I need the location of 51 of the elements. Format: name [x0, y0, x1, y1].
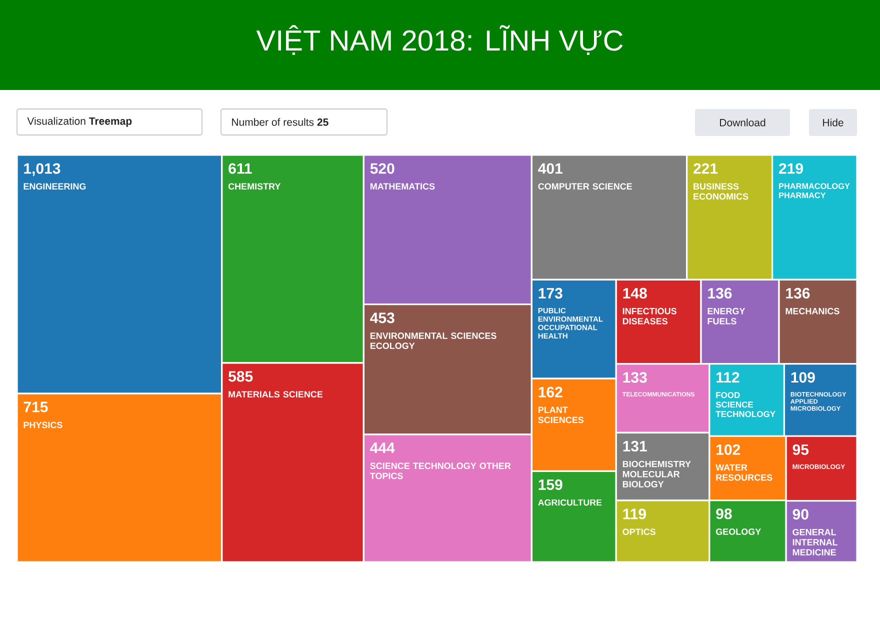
category-label: MATERIALS SCIENCE	[228, 391, 323, 398]
data-label: 221	[694, 163, 718, 174]
text: Number of results 25	[232, 118, 328, 126]
category-label: OPTICS	[622, 528, 656, 536]
data-label: 1,013	[24, 163, 60, 176]
data-label: 148	[623, 288, 647, 299]
data-label: 136	[786, 288, 810, 299]
data-label: 133	[623, 372, 647, 383]
category-label: ENERGY FUELS	[708, 308, 746, 324]
category-label: CHEMISTRY	[228, 183, 281, 190]
data-label: 444	[370, 442, 395, 453]
data-label: 119	[623, 508, 646, 520]
data-label: 159	[538, 479, 562, 490]
category-label: PHARMACOLOGY PHARMACY	[779, 183, 850, 198]
category-label: BIOCHEMISTRY MOLECULAR BIOLOGY	[622, 460, 691, 488]
data-label: 90	[792, 508, 808, 520]
text: Visualization Treemap	[27, 117, 132, 127]
data-label: 173	[538, 288, 562, 299]
data-label: 520	[370, 163, 394, 174]
data-label: 401	[538, 163, 562, 174]
data-label: 162	[538, 386, 562, 398]
data-label: 95	[792, 444, 809, 455]
category-label: ENGINEERING	[24, 183, 86, 190]
category-label: BUSINESS ECONOMICS	[694, 183, 748, 200]
category-label: PHYSICS	[24, 422, 62, 428]
category-label: INFECTIOUS DISEASES	[622, 308, 676, 324]
data-label: 109	[791, 372, 815, 383]
data-label: 611	[228, 163, 252, 174]
data-label: 98	[716, 508, 732, 520]
data-label: 112	[716, 372, 740, 383]
text: VIỆT NAM 2018: LĨNH VỰC	[256, 25, 623, 55]
data-label: 715	[24, 402, 48, 412]
category-label: PLANT SCIENCES	[538, 406, 584, 424]
data-label: 131	[623, 440, 647, 452]
category-label: GENERAL INTERNAL MEDICINE	[792, 528, 838, 556]
category-label: MECHANICS	[786, 308, 840, 314]
text: Hide	[823, 118, 844, 126]
data-label: 102	[716, 444, 740, 455]
category-label: WATER RESOURCES	[716, 464, 772, 481]
data-label: 219	[779, 163, 803, 174]
category-label: ENVIRONMENTAL SCIENCES ECOLOGY	[370, 332, 496, 350]
category-label: FOOD SCIENCE TECHNOLOGY	[716, 392, 776, 418]
text: Download	[720, 118, 766, 126]
category-label: MATHEMATICS	[370, 183, 435, 190]
category-label: SCIENCE TECHNOLOGY OTHER TOPICS	[370, 462, 511, 480]
category-label: AGRICULTURE	[538, 499, 602, 506]
category-label: COMPUTER SCIENCE	[538, 183, 632, 190]
category-label: GEOLOGY	[716, 528, 761, 535]
data-label: 585	[228, 371, 253, 382]
data-label: 136	[708, 288, 732, 299]
data-label: 453	[370, 312, 394, 324]
